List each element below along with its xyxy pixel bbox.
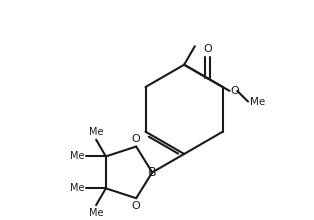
Text: B: B [148,166,157,179]
Text: O: O [203,44,212,54]
Text: O: O [132,201,141,211]
Text: Me: Me [70,151,84,161]
Text: Me: Me [89,208,103,218]
Text: O: O [230,86,239,96]
Text: O: O [132,134,141,144]
Text: Me: Me [250,97,265,106]
Text: Me: Me [70,183,84,193]
Text: Me: Me [89,127,103,137]
